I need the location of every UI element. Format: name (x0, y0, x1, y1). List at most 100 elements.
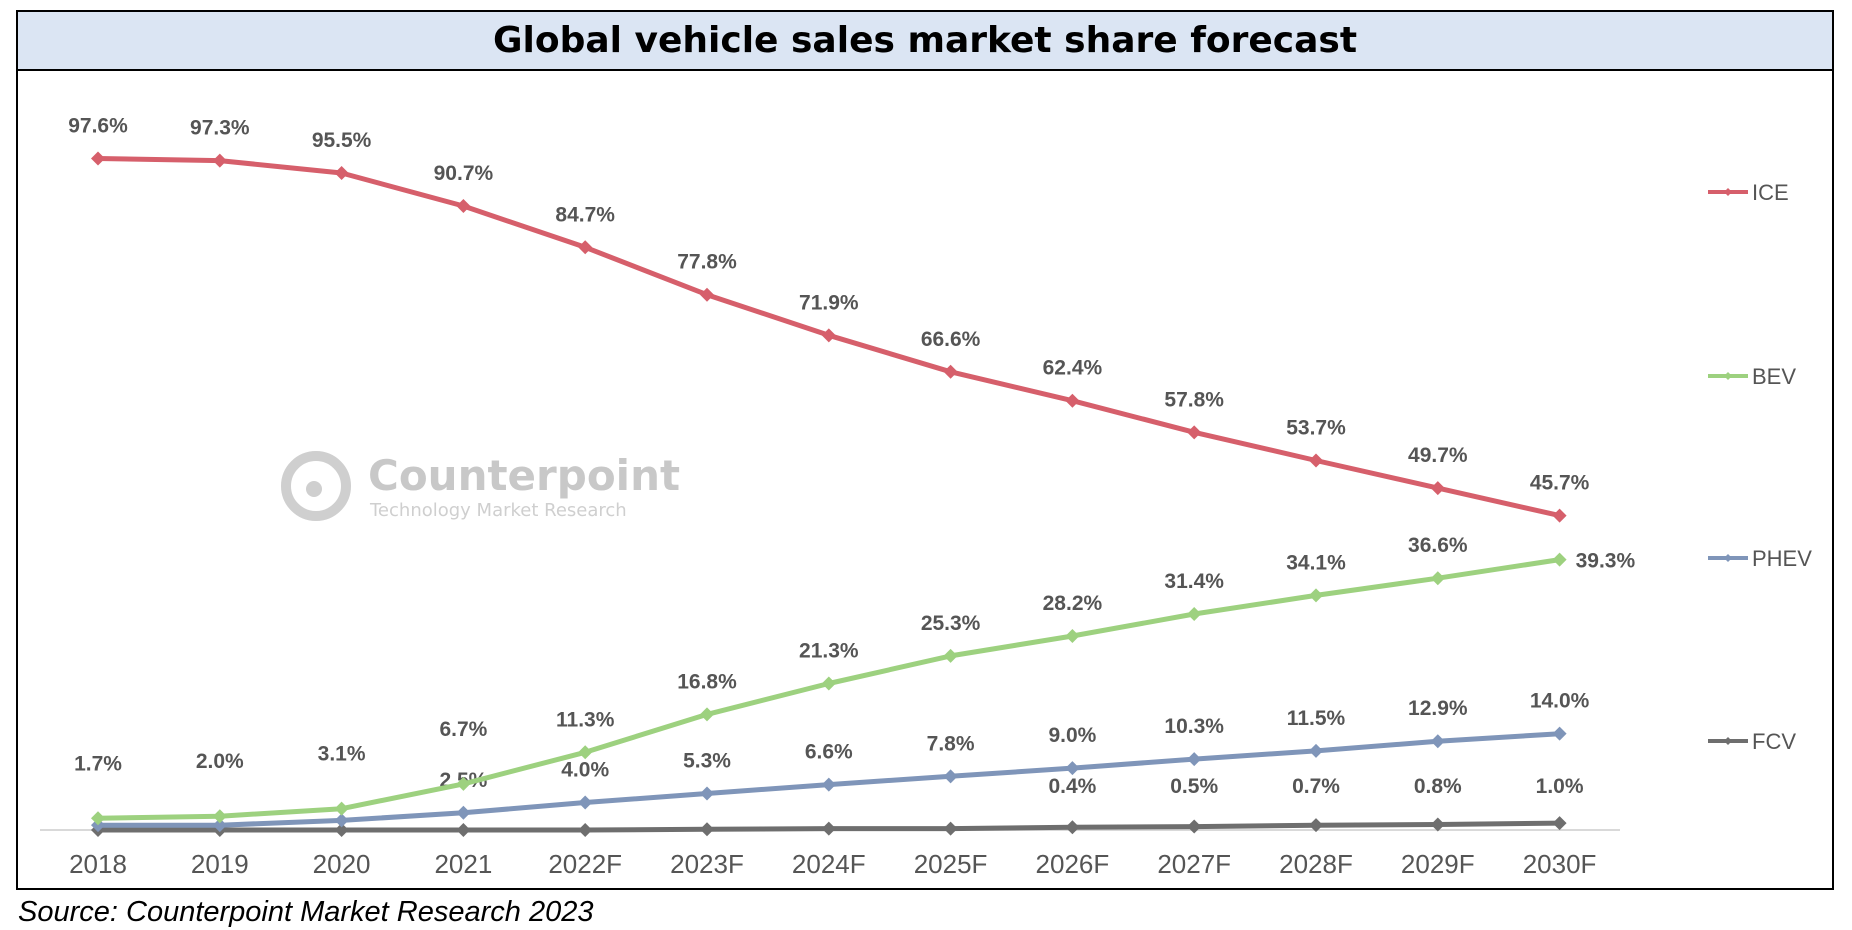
x-tick-label: 2026F (1036, 849, 1110, 879)
data-label-ice: 90.7% (434, 162, 494, 185)
series-layer: 0.4%0.5%0.7%0.8%1.0%2.5%4.0%5.3%6.6%7.8%… (68, 115, 1635, 837)
legend-marker-phev (1724, 554, 1732, 562)
data-label-phev: 10.3% (1164, 715, 1224, 738)
x-tick-label: 2023F (670, 849, 744, 879)
x-tick-label: 2018 (69, 849, 127, 879)
data-label-fcv: 0.4% (1048, 775, 1096, 798)
data-point-ice (1430, 481, 1445, 496)
data-point-fcv (578, 823, 593, 837)
series-fcv: 0.4% 0.5% 0.7% 0.8% 1.0% (91, 775, 1584, 837)
data-point-phev (1309, 743, 1323, 758)
data-point-bev (1552, 552, 1567, 567)
data-point-bev (334, 801, 349, 816)
x-tick-label: 2021 (434, 849, 492, 879)
data-point-ice (821, 328, 836, 343)
data-label-bev: 34.1% (1286, 551, 1346, 574)
data-label-bev: 16.8% (677, 670, 737, 693)
legend-label-fcv: FCV (1752, 729, 1796, 754)
data-point-fcv (1187, 819, 1202, 834)
watermark-logo-icon (281, 451, 351, 521)
title-bar: Global vehicle sales market share foreca… (18, 12, 1832, 71)
legend-item-phev: PHEV (1708, 546, 1812, 571)
data-point-fcv (456, 823, 471, 837)
data-point-fcv (1065, 820, 1080, 835)
legend-item-bev: BEV (1708, 364, 1796, 389)
legend-marker-fcv (1724, 737, 1732, 745)
data-label-ice: 53.7% (1286, 417, 1346, 440)
series-bev: 1.7% 2.0% 3.1% 6.7% 11.3% 16.8% 21.3% 25.3% 28.2… (74, 534, 1636, 826)
watermark-tagline: Technology Market Research (369, 500, 627, 521)
watermark-logo-dot-icon (306, 481, 322, 497)
data-point-bev (943, 648, 958, 663)
data-label-phev: 14.0% (1530, 690, 1590, 713)
data-point-bev (1065, 628, 1080, 643)
x-tick-label: 2029F (1401, 849, 1475, 879)
data-label-phev: 6.6% (805, 741, 853, 764)
data-point-fcv (700, 822, 714, 837)
data-label-phev: 12.9% (1408, 697, 1468, 720)
data-label-ice: 84.7% (555, 203, 615, 226)
data-point-bev (821, 676, 836, 691)
data-point-fcv (1430, 817, 1445, 832)
x-tick-label: 2024F (792, 849, 866, 879)
legend: ICE BEV PHEV FCV (1708, 180, 1812, 754)
watermark-name: Counterpoint (368, 451, 680, 500)
data-label-fcv: 0.5% (1170, 775, 1218, 798)
data-label-bev: 31.4% (1164, 570, 1224, 593)
chart-title: Global vehicle sales market share foreca… (492, 20, 1358, 61)
data-label-bev: 21.3% (799, 639, 859, 662)
line-chart: Counterpoint Technology Market Research … (40, 115, 1812, 879)
x-tick-label: 2028F (1279, 849, 1353, 879)
data-point-phev (456, 805, 471, 820)
data-point-fcv (334, 823, 349, 837)
data-point-phev (1430, 734, 1445, 749)
data-label-bev: 6.7% (439, 718, 487, 741)
data-point-phev (943, 769, 958, 784)
series-phev: 2.5%4.0%5.3%6.6%7.8%9.0%10.3%11.5%12.9%1… (91, 690, 1590, 833)
data-point-ice (943, 364, 958, 379)
data-label-fcv: 1.0% (1536, 775, 1584, 798)
x-tick-label: 2022F (548, 849, 622, 879)
legend-item-ice: ICE (1708, 180, 1789, 205)
data-point-bev (91, 811, 105, 826)
data-point-bev (456, 776, 471, 791)
data-point-ice (334, 165, 349, 180)
data-point-bev (1309, 588, 1323, 603)
data-label-bev: 39.3% (1576, 550, 1636, 573)
data-label-ice: 66.6% (921, 328, 981, 351)
data-label-bev: 1.7% (74, 752, 122, 775)
data-label-ice: 97.6% (68, 115, 128, 138)
data-label-ice: 95.5% (312, 129, 372, 152)
x-tick-label: 2019 (191, 849, 249, 879)
data-label-ice: 49.7% (1408, 444, 1468, 467)
data-point-ice (1309, 453, 1323, 468)
x-tick-label: 2025F (914, 849, 988, 879)
data-point-phev (1065, 761, 1080, 776)
data-point-phev (821, 777, 836, 792)
data-point-phev (334, 813, 349, 828)
data-point-phev (578, 795, 593, 810)
data-point-ice (700, 287, 714, 302)
legend-marker-bev (1724, 372, 1732, 380)
data-point-fcv (1552, 816, 1567, 831)
data-label-phev: 4.0% (561, 758, 609, 781)
data-point-ice (578, 240, 593, 255)
data-point-bev (700, 707, 714, 722)
data-label-ice: 97.3% (190, 117, 250, 140)
legend-item-fcv: FCV (1708, 729, 1796, 754)
x-tick-label: 2020 (313, 849, 371, 879)
data-point-phev (1187, 752, 1202, 767)
data-label-fcv: 0.8% (1414, 775, 1462, 798)
data-point-bev (578, 745, 593, 760)
data-label-fcv: 0.7% (1292, 775, 1340, 798)
legend-marker-ice (1724, 188, 1732, 196)
data-point-fcv (1309, 818, 1323, 833)
legend-label-bev: BEV (1752, 364, 1796, 389)
data-label-phev: 5.3% (683, 750, 731, 773)
data-label-bev: 11.3% (556, 708, 615, 731)
data-point-ice (1552, 508, 1567, 523)
data-point-bev (212, 809, 227, 824)
data-label-ice: 71.9% (799, 291, 859, 314)
data-point-fcv (943, 821, 958, 836)
legend-label-ice: ICE (1752, 180, 1789, 205)
